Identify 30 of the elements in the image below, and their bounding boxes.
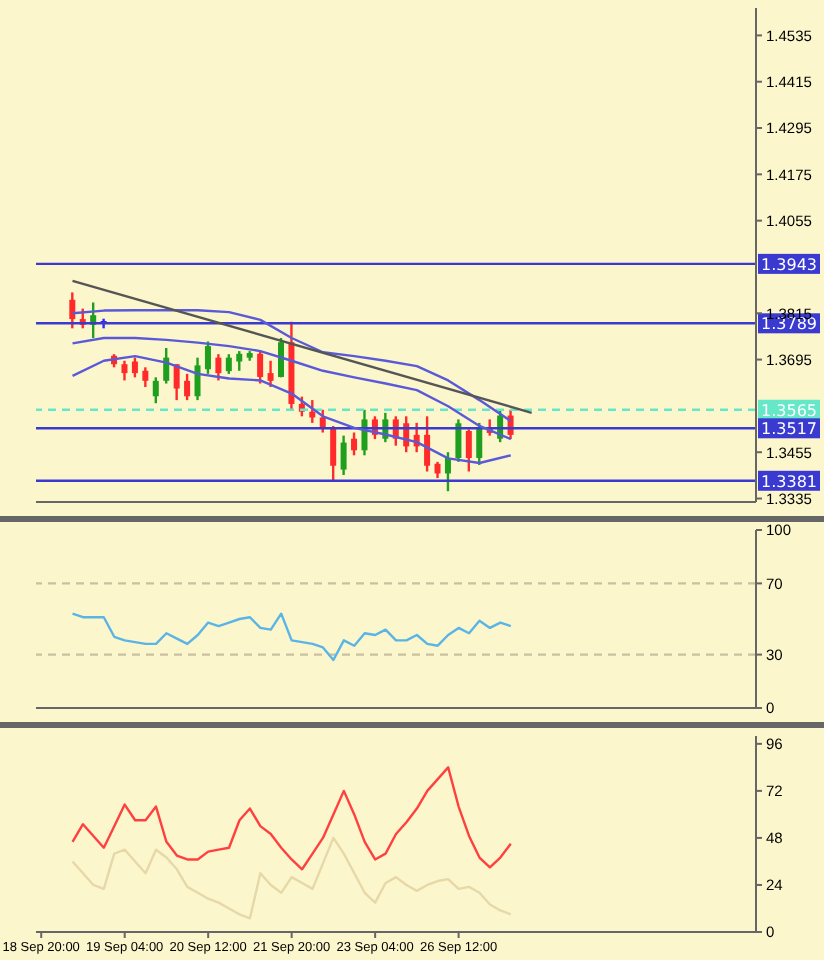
- candlestick: [142, 366, 149, 389]
- candlestick: [194, 356, 201, 402]
- candlestick: [257, 349, 264, 385]
- candlestick: [173, 363, 180, 402]
- candlestick: [330, 424, 337, 483]
- candlestick: [455, 418, 462, 464]
- candlestick: [424, 415, 431, 473]
- line-series: [71, 612, 512, 662]
- candlestick: [121, 359, 128, 382]
- candlestick: [131, 356, 138, 379]
- ref-line-label: 1.3517: [761, 420, 817, 439]
- ref-line-label: 1.3381: [761, 472, 817, 491]
- candlestick: [351, 431, 358, 457]
- ref-line-label: 1.3943: [761, 255, 817, 274]
- candlestick: [204, 340, 211, 376]
- candlestick: [152, 376, 159, 405]
- ref-line-label: 1.3565: [761, 401, 817, 420]
- candlestick: [69, 291, 76, 330]
- candlestick: [215, 352, 222, 382]
- candlestick: [465, 428, 472, 473]
- line-series: [71, 836, 512, 920]
- candlestick: [319, 408, 326, 434]
- line-series: [71, 336, 512, 441]
- candlestick: [236, 349, 243, 372]
- candlestick: [184, 372, 191, 402]
- candlestick: [476, 421, 483, 467]
- line-series: [71, 766, 512, 871]
- candlestick: [225, 352, 232, 376]
- candlestick: [267, 359, 274, 389]
- candlestick: [340, 434, 347, 477]
